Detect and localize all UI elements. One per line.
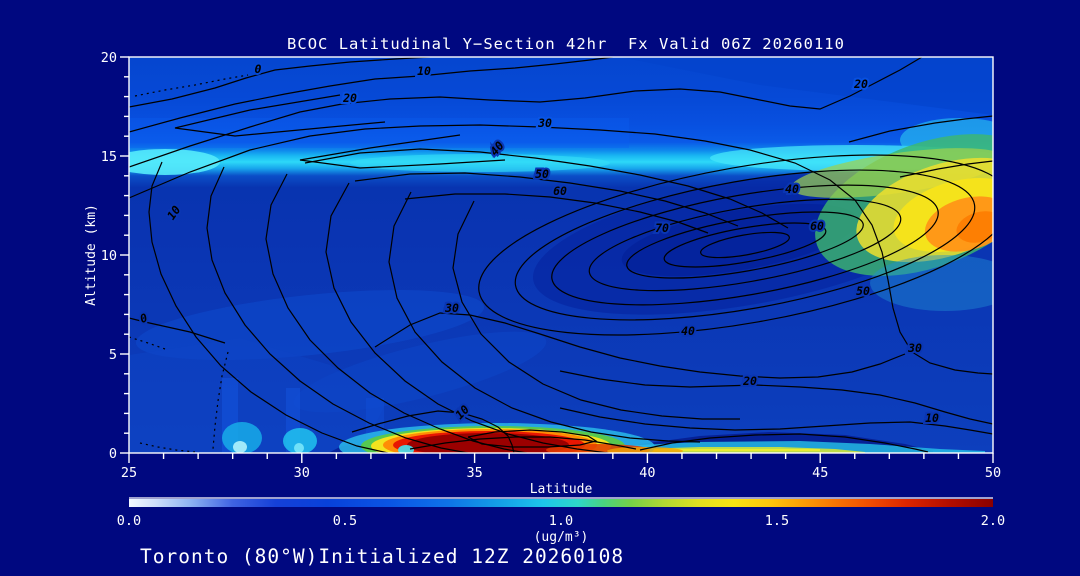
contour-line bbox=[409, 436, 637, 450]
y-tick-label: 15 bbox=[101, 149, 117, 165]
contour-ring bbox=[700, 231, 790, 259]
x-axis-title: Latitude bbox=[530, 482, 593, 497]
contour-ring bbox=[478, 154, 993, 336]
fill-region bbox=[607, 447, 683, 453]
colorbar-tick-label: 1.5 bbox=[765, 513, 789, 529]
contour-ring bbox=[588, 198, 902, 292]
colorbar-unit: (ug/m³) bbox=[534, 530, 589, 545]
contour-label: 70 bbox=[655, 221, 669, 235]
fill-region bbox=[640, 449, 820, 451]
contour-line bbox=[559, 407, 993, 435]
contour-label: 20 bbox=[742, 374, 757, 388]
contour-label: 40 bbox=[785, 182, 799, 196]
y-tick-label: 0 bbox=[109, 446, 117, 462]
contour-line bbox=[848, 115, 993, 143]
x-tick-label: 45 bbox=[812, 465, 828, 481]
contour-ring bbox=[663, 222, 827, 268]
contour-line bbox=[265, 173, 528, 453]
colorbar-labels: 0.0 0.5 1.0 1.5 2.0 bbox=[117, 513, 1005, 529]
initialization-label: Toronto (80°W)Initialized 12Z 20260108 bbox=[140, 545, 624, 568]
fill-region bbox=[294, 443, 304, 453]
contour-line bbox=[304, 148, 789, 229]
contour-label: 30 bbox=[907, 341, 922, 355]
colorbar-tick-label: 0.5 bbox=[333, 513, 357, 529]
fill-region bbox=[283, 428, 317, 453]
x-tick-label: 30 bbox=[294, 465, 310, 481]
fill-region bbox=[398, 445, 414, 453]
contour-label: 50 bbox=[856, 284, 870, 298]
contour-line bbox=[129, 336, 166, 350]
contour-label: 60 bbox=[810, 219, 824, 233]
contour-label: 40 bbox=[681, 324, 695, 338]
contour-label: 0 bbox=[255, 62, 262, 76]
contour-fill-field bbox=[129, 57, 993, 453]
contour-line bbox=[148, 161, 389, 453]
contour-line bbox=[129, 124, 993, 375]
contour-label: 60 bbox=[553, 184, 567, 198]
contour-line bbox=[559, 370, 993, 425]
contour-line bbox=[325, 182, 609, 453]
contour-line bbox=[129, 57, 614, 133]
contour-label: 30 bbox=[444, 301, 459, 315]
fill-region bbox=[870, 255, 993, 311]
contour-ring bbox=[551, 184, 939, 306]
contour-line bbox=[452, 200, 740, 420]
colorbar-tick-label: 0.0 bbox=[117, 513, 141, 529]
contour-label: 30 bbox=[537, 116, 552, 130]
fill-region bbox=[620, 57, 993, 115]
contour-line bbox=[129, 57, 431, 108]
x-tick-label: 50 bbox=[985, 465, 1001, 481]
contour-line bbox=[129, 317, 226, 344]
fill-region bbox=[222, 422, 262, 453]
contour-line bbox=[404, 193, 709, 234]
contour-line bbox=[129, 57, 923, 168]
x-tick-label: 40 bbox=[639, 465, 655, 481]
fill-region bbox=[621, 203, 859, 277]
fill-region bbox=[350, 154, 610, 172]
colorbar bbox=[129, 499, 993, 507]
contour-label: 50 bbox=[535, 167, 549, 181]
contour-label: 10 bbox=[925, 411, 939, 425]
contour-line bbox=[354, 172, 739, 227]
colorbar-tick-label: 1.0 bbox=[549, 513, 573, 529]
chart-title: BCOC Latitudinal Y−Section 42hr Fx Valid… bbox=[287, 35, 845, 53]
axis-ticks bbox=[120, 56, 994, 463]
contour-line bbox=[299, 134, 506, 169]
contour-line bbox=[206, 166, 469, 453]
y-tick-label: 20 bbox=[101, 50, 117, 66]
fill-region bbox=[233, 441, 247, 453]
fill-region bbox=[407, 433, 569, 453]
fill-region bbox=[129, 149, 220, 175]
contour-ring bbox=[514, 169, 976, 321]
x-tick-label: 25 bbox=[121, 465, 137, 481]
y-axis-title: Altitude (km) bbox=[84, 204, 99, 306]
axis-tick-labels: 25 30 35 40 45 50 0 5 10 15 20 bbox=[101, 50, 1001, 481]
contour-line bbox=[899, 160, 993, 178]
y-tick-label: 10 bbox=[101, 248, 117, 264]
x-tick-label: 35 bbox=[466, 465, 482, 481]
contour-label: 20 bbox=[342, 91, 357, 105]
colorbar-tick-label: 2.0 bbox=[981, 513, 1005, 529]
contour-lines bbox=[129, 57, 993, 453]
contour-ring bbox=[626, 211, 864, 279]
contour-line bbox=[174, 94, 386, 137]
contour-label: 10 bbox=[417, 64, 431, 78]
contour-label: 20 bbox=[853, 77, 868, 91]
contour-line bbox=[388, 191, 701, 443]
contour-line bbox=[374, 312, 906, 379]
contour-line bbox=[467, 429, 598, 448]
y-tick-label: 5 bbox=[109, 347, 117, 363]
contour-line bbox=[351, 410, 515, 453]
contour-line bbox=[134, 74, 249, 97]
